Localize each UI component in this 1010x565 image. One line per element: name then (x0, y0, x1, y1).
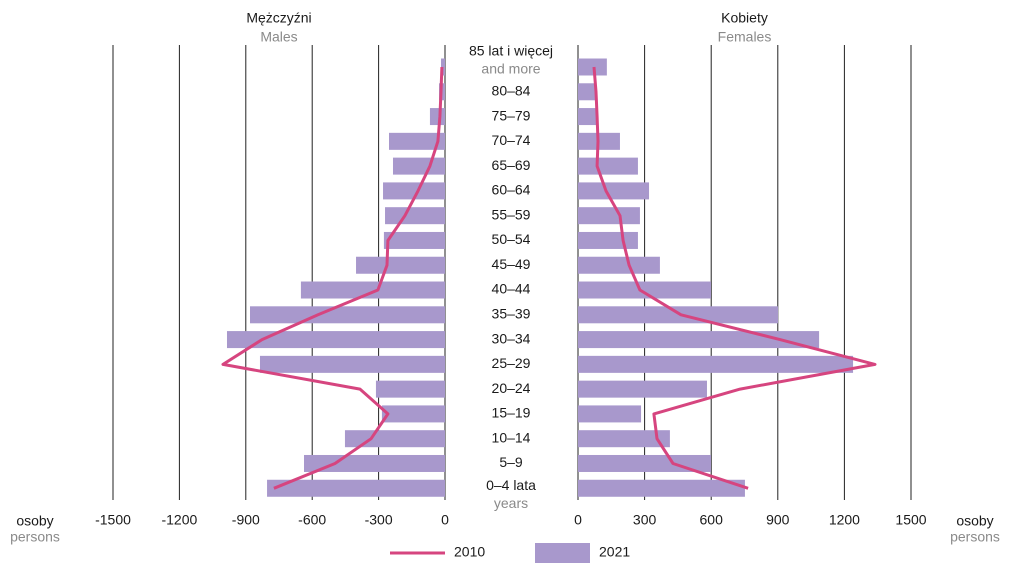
panel-title: Kobiety (721, 10, 768, 26)
age-label: 50–54 (492, 231, 531, 247)
bar (385, 207, 445, 225)
x-tick-label: 0 (574, 512, 582, 528)
bar (578, 454, 711, 472)
age-label: 55–59 (492, 206, 531, 222)
bar (578, 256, 660, 274)
bar (578, 430, 670, 448)
line (592, 66, 877, 490)
x-tick-label: 0 (441, 512, 449, 528)
age-label: 75–79 (492, 107, 531, 123)
bar (578, 281, 711, 299)
x-tick-label: 300 (633, 512, 657, 528)
bar (578, 108, 598, 126)
bar (578, 355, 854, 373)
bar (259, 355, 445, 373)
age-label: 70–74 (492, 132, 531, 148)
bar (250, 306, 445, 324)
bar (578, 231, 638, 249)
legend-label: 2010 (454, 544, 485, 560)
bar (578, 405, 642, 423)
bar (578, 58, 607, 76)
bar (383, 231, 445, 249)
panel-subtitle: Males (260, 29, 297, 45)
bar (300, 281, 445, 299)
bar (578, 479, 745, 497)
bar (375, 380, 445, 398)
age-label: 35–39 (492, 306, 531, 322)
legend-label: 2021 (599, 544, 630, 560)
bar (578, 207, 640, 225)
x-tick-label: -300 (365, 512, 393, 528)
bar (429, 108, 445, 126)
x-tick-label: 1200 (829, 512, 860, 528)
bar (392, 157, 445, 175)
x-tick-label: -600 (298, 512, 326, 528)
age-label: 60–64 (492, 182, 531, 198)
x-tick-label: -900 (232, 512, 260, 528)
age-label: 5–9 (499, 454, 523, 470)
age-label: 85 lat i więcej (469, 43, 553, 59)
unit-sublabel: persons (10, 529, 60, 545)
bar (578, 157, 638, 175)
legend-swatch (535, 543, 590, 563)
x-tick-label: 600 (700, 512, 724, 528)
age-label: 65–69 (492, 157, 531, 173)
bar (226, 331, 445, 349)
age-label: 10–14 (492, 429, 531, 445)
age-sublabel: years (494, 495, 528, 511)
panel-title: Mężczyźni (246, 10, 311, 26)
bar (344, 430, 445, 448)
panel-subtitle: Females (718, 29, 772, 45)
line (221, 66, 444, 490)
bar (304, 454, 445, 472)
bar (389, 132, 445, 150)
bar (578, 306, 779, 324)
age-label: 45–49 (492, 256, 531, 272)
age-label: 80–84 (492, 82, 531, 98)
x-tick-label: -1500 (95, 512, 131, 528)
x-tick-label: 900 (766, 512, 790, 528)
bar (356, 256, 445, 274)
age-label: 15–19 (492, 405, 531, 421)
bar (383, 182, 445, 200)
bar (578, 380, 707, 398)
bar (267, 479, 445, 497)
age-label: 25–29 (492, 355, 531, 371)
age-label: 40–44 (492, 281, 531, 297)
unit-label: osoby (16, 513, 53, 529)
age-label: 0–4 lata (486, 477, 536, 493)
unit-sublabel: persons (950, 529, 1000, 545)
bar (381, 405, 445, 423)
age-label: 30–34 (492, 330, 531, 346)
unit-label: osoby (956, 513, 993, 529)
x-tick-label: 1500 (895, 512, 926, 528)
age-sublabel: and more (481, 61, 540, 77)
bar (578, 83, 596, 101)
bar (578, 182, 650, 200)
bar (441, 58, 445, 76)
x-tick-label: -1200 (161, 512, 197, 528)
age-label: 20–24 (492, 380, 531, 396)
